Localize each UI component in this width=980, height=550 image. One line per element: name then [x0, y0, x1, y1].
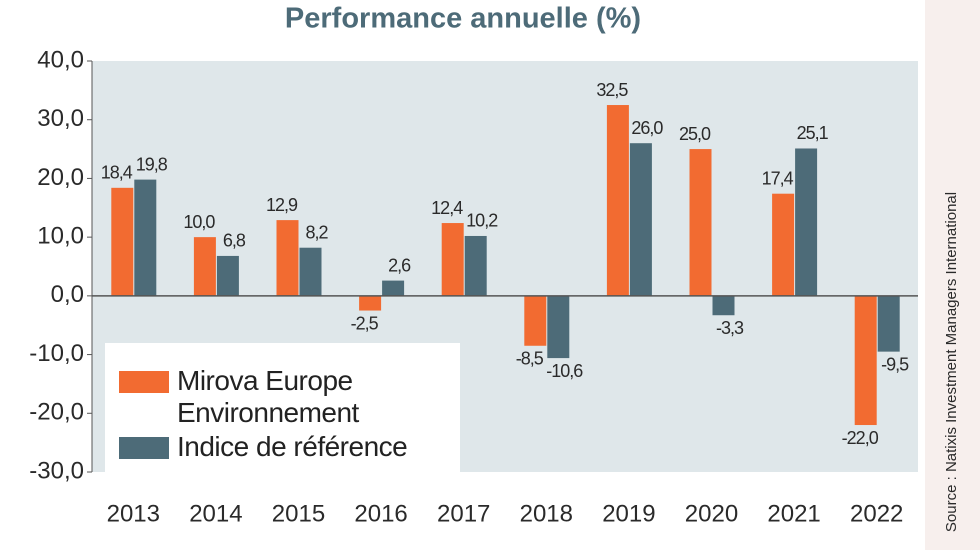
legend-item: Mirova Europe Environnement [119, 365, 460, 429]
y-tick-label: -10,0 [29, 340, 84, 367]
bar [795, 148, 818, 296]
bar [382, 280, 405, 296]
bar [193, 237, 216, 296]
value-label: -22,0 [842, 428, 879, 448]
bar [524, 295, 547, 346]
value-label: 12,9 [266, 195, 298, 215]
side-strip [925, 0, 980, 550]
value-label: 19,8 [136, 154, 168, 174]
bar [111, 187, 134, 296]
value-label: -2,5 [351, 313, 379, 333]
y-tick-label: 40,0 [37, 46, 84, 73]
bar [689, 149, 712, 296]
value-label: -8,5 [516, 349, 544, 369]
legend: Mirova Europe Environnement Indice de réf… [105, 343, 460, 478]
bar [772, 193, 795, 296]
value-label: 12,4 [431, 198, 463, 218]
legend-item: Indice de référence [119, 431, 460, 463]
value-label: 32,5 [596, 80, 628, 100]
y-tick-label: 10,0 [37, 222, 84, 249]
value-label: 6,8 [223, 231, 246, 251]
x-tick-label: 2016 [354, 500, 407, 527]
value-label: -9,5 [881, 354, 909, 374]
y-tick-label: -30,0 [29, 457, 84, 484]
value-label: 25,1 [797, 123, 829, 143]
bar [629, 143, 652, 296]
x-tick-label: 2013 [107, 500, 160, 527]
bar [712, 295, 735, 316]
x-tick-label: 2015 [272, 500, 325, 527]
y-tick-label: 0,0 [51, 281, 84, 308]
value-label: 25,0 [679, 124, 711, 144]
bar [359, 295, 382, 311]
x-tick-label: 2019 [602, 500, 655, 527]
value-label: 10,2 [466, 211, 498, 231]
x-tick-label: 2020 [685, 500, 738, 527]
bar [299, 247, 322, 296]
value-label: 18,4 [101, 163, 133, 183]
value-label: 10,0 [183, 212, 215, 232]
chart-title: Performance annuelle (%) [285, 3, 641, 35]
value-label: -3,3 [716, 318, 744, 338]
y-tick-label: 30,0 [37, 105, 84, 132]
x-tick-label: 2014 [189, 500, 242, 527]
bar [216, 255, 239, 296]
legend-swatch [119, 371, 169, 393]
x-tick-label: 2022 [850, 500, 903, 527]
value-label: 17,4 [762, 168, 794, 188]
bar [276, 220, 299, 296]
legend-label: Indice de référence [177, 431, 408, 462]
value-label: 26,0 [631, 118, 663, 138]
bar [464, 235, 487, 296]
source: Source : Natixis Investment Managers Int… [943, 192, 960, 532]
bar [441, 223, 464, 296]
y-tick-label: 20,0 [37, 164, 84, 191]
value-label: 2,6 [388, 255, 411, 275]
bar [606, 105, 629, 296]
x-tick-label: 2018 [520, 500, 573, 527]
x-tick-label: 2017 [437, 500, 490, 527]
bar [877, 295, 900, 352]
x-tick-label: 2021 [767, 500, 820, 527]
bar [547, 295, 570, 359]
y-tick-label: -20,0 [29, 399, 84, 426]
bar [854, 295, 877, 426]
value-label: 8,2 [305, 222, 328, 242]
value-label: -10,6 [546, 361, 583, 381]
bar [134, 179, 157, 296]
legend-label: Mirova Europe Environnement [177, 365, 359, 428]
legend-swatch [119, 437, 169, 459]
